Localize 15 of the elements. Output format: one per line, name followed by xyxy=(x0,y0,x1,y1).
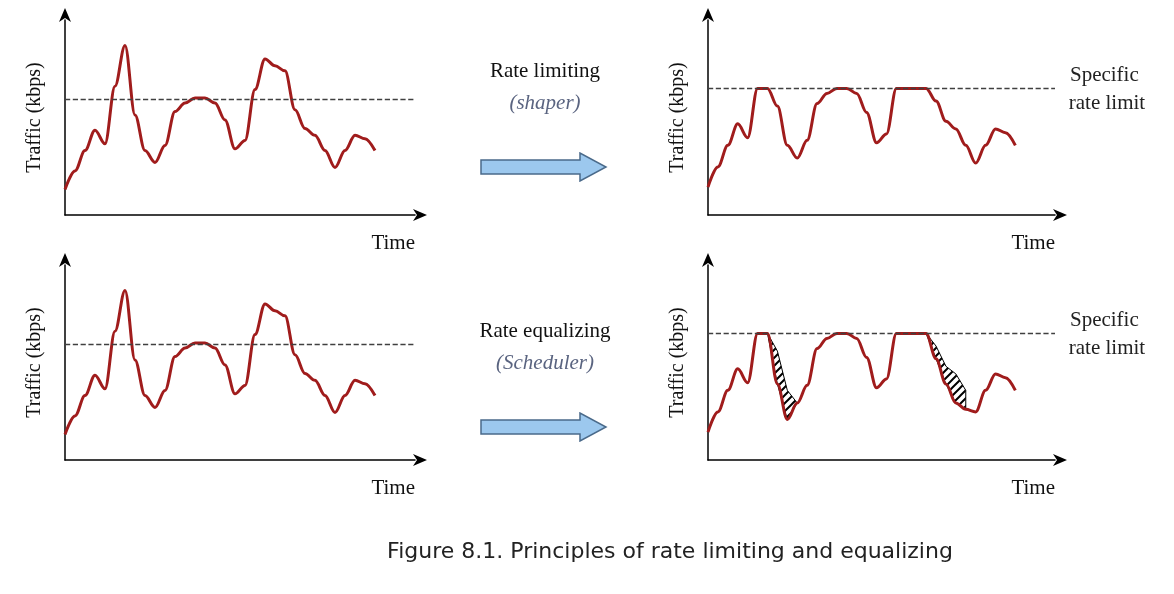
y-axis-title: Traffic (kbps) xyxy=(665,62,688,173)
x-axis-title: Time xyxy=(1011,229,1055,254)
ref-line-label: Specific rate limit xyxy=(1068,62,1146,115)
y-axis-title: Traffic (kbps) xyxy=(22,307,45,418)
x-axis-title: Time xyxy=(371,474,415,499)
text: (shaper) xyxy=(508,90,582,115)
caption: Figure 8.1. Principles of rate limiting and equalizing xyxy=(386,538,954,563)
x-axis-title: Time xyxy=(1011,474,1055,499)
ref-line-label: Specific rate limit xyxy=(1068,307,1146,360)
text: Rate equalizing xyxy=(478,318,612,343)
y-axis-title: Traffic (kbps) xyxy=(22,62,45,173)
x-axis-title: Time xyxy=(371,229,415,254)
text: Rate limiting xyxy=(488,58,602,83)
y-axis-title: Traffic (kbps) xyxy=(665,307,688,418)
text: (Scheduler) xyxy=(495,350,595,375)
